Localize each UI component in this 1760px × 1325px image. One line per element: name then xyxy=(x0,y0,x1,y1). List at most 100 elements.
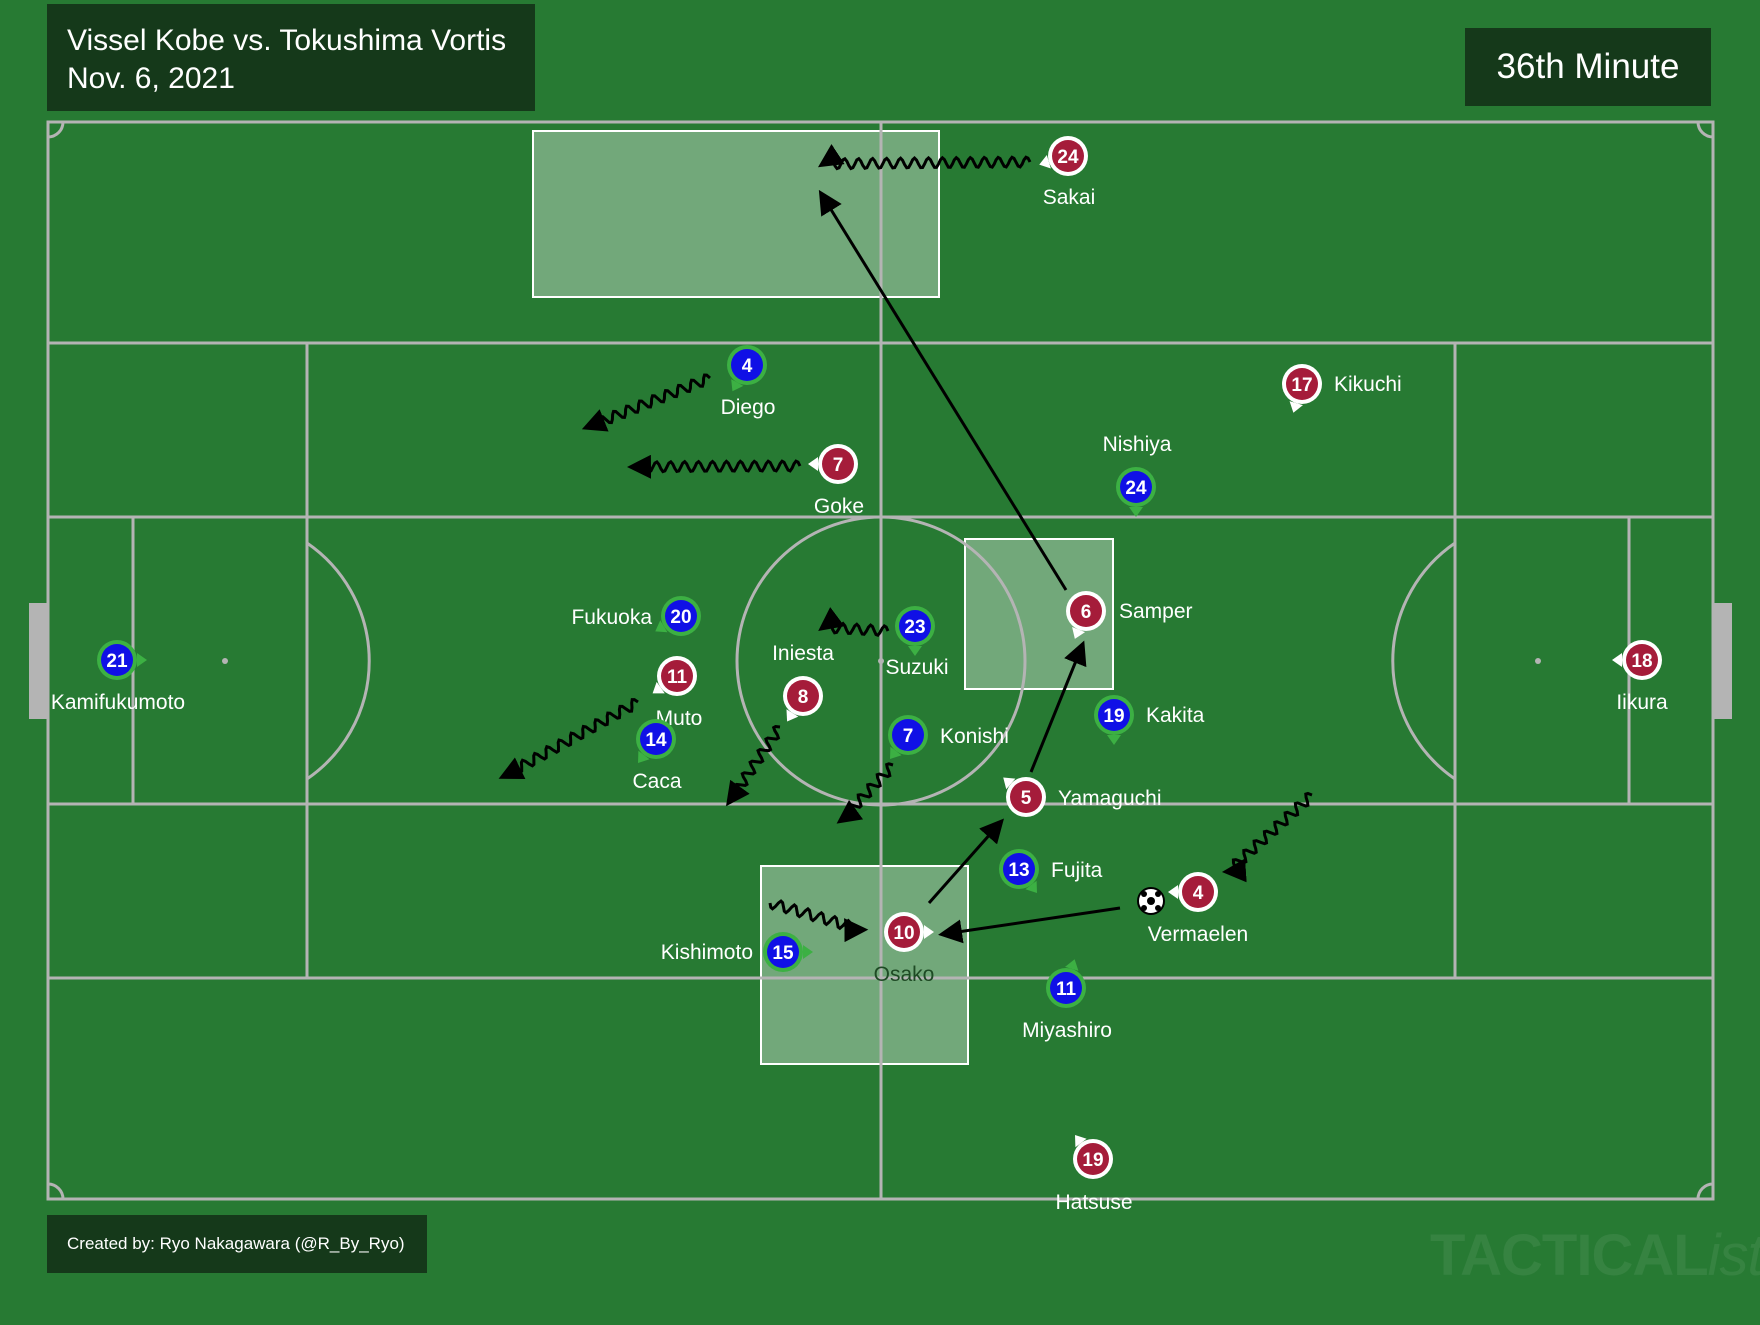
player-marker xyxy=(892,719,924,751)
player-number: 19 xyxy=(1103,706,1124,727)
facing-indicator xyxy=(655,620,668,633)
watermark-logo: TACTICALista xyxy=(1430,1222,1760,1289)
player-nishiya: 24 Nishiya xyxy=(1103,433,1172,517)
player-number: 24 xyxy=(1057,147,1079,168)
player-fujita: 13 Fujita xyxy=(999,849,1103,893)
player-marker xyxy=(1052,140,1084,172)
match-title: Vissel Kobe vs. Tokushima Vortis xyxy=(67,24,507,57)
player-goke: 7 Goke xyxy=(808,444,864,518)
player-name: Vermaelen xyxy=(1148,923,1248,946)
player-marker xyxy=(787,680,819,712)
player-suzuki: 23 Suzuki xyxy=(885,606,949,679)
facing-indicator xyxy=(1075,1135,1087,1148)
player-marker xyxy=(661,660,693,692)
player-kikuchi: 17 Kikuchi xyxy=(1282,364,1402,413)
player-number: 4 xyxy=(1193,883,1204,904)
facing-indicator xyxy=(803,945,813,959)
player-name: Iikura xyxy=(1616,691,1668,714)
player-name: Diego xyxy=(721,396,776,419)
player-marker xyxy=(1120,471,1152,503)
facing-indicator xyxy=(652,681,665,694)
ball-icon xyxy=(1137,887,1165,915)
facing-indicator xyxy=(924,925,934,939)
player-kakita: 19 Kakita xyxy=(1094,695,1205,745)
player-osako: 10 Osako xyxy=(874,912,935,986)
player-name: Kikuchi xyxy=(1334,373,1402,396)
player-number: 15 xyxy=(772,943,794,964)
player-number: 11 xyxy=(667,667,688,688)
run-suzuki xyxy=(818,607,890,637)
player-marker xyxy=(1003,853,1035,885)
facing-indicator xyxy=(808,457,818,471)
pass-arrow-yamaguchi-to-samper xyxy=(1029,640,1087,773)
facing-indicator xyxy=(1612,653,1622,667)
player-marker xyxy=(1098,699,1130,731)
zone-highlight-top xyxy=(532,130,940,298)
player-name: Yamaguchi xyxy=(1058,787,1162,810)
facing-indicator xyxy=(890,746,902,759)
player-name: Miyashiro xyxy=(1022,1019,1112,1042)
run-konishi xyxy=(836,762,894,824)
facing-indicator xyxy=(1003,777,1016,790)
player-name: Goke xyxy=(814,495,864,518)
player-number: 11 xyxy=(1056,979,1077,1000)
player-number: 21 xyxy=(106,651,128,672)
facing-indicator xyxy=(786,709,799,722)
player-marker xyxy=(101,644,133,676)
player-fukuoka: 20 Fukuoka xyxy=(571,596,701,636)
run-osako xyxy=(768,899,869,943)
player-marker xyxy=(1077,1143,1109,1175)
facing-indicator xyxy=(731,379,744,392)
minute-badge: 36th Minute xyxy=(1465,28,1711,106)
player-konishi: 7 Konishi xyxy=(888,715,1009,759)
player-kamifukumoto: 21 Kamifukumoto xyxy=(51,640,185,714)
player-number: 5 xyxy=(1021,788,1032,809)
player-marker xyxy=(822,448,854,480)
player-name: Sakai xyxy=(1043,186,1096,209)
credit-label: Created by: Ryo Nakagawara (@R_By_Ryo) xyxy=(67,1234,405,1253)
goal-right xyxy=(1713,603,1732,719)
facing-indicator xyxy=(1168,885,1178,899)
player-name: Fukuoka xyxy=(571,606,652,629)
run-vermaelen xyxy=(1221,791,1313,883)
player-number: 7 xyxy=(833,455,844,476)
player-marker xyxy=(731,349,763,381)
run-diego xyxy=(581,373,711,432)
player-number: 19 xyxy=(1082,1150,1103,1171)
player-name: Konishi xyxy=(940,725,1009,748)
player-marker xyxy=(767,936,799,968)
match-date: Nov. 6, 2021 xyxy=(67,62,235,95)
player-number: 4 xyxy=(742,356,753,377)
player-marker xyxy=(1050,972,1082,1004)
credit-box: Created by: Ryo Nakagawara (@R_By_Ryo) xyxy=(47,1215,427,1273)
player-name: Osako xyxy=(874,963,935,986)
penalty-spot-right xyxy=(1535,658,1541,664)
player-marker xyxy=(1286,368,1318,400)
run-arrows xyxy=(498,144,1313,943)
label-iniesta: Iniesta xyxy=(772,642,834,665)
player-number: 8 xyxy=(798,687,809,708)
player-number: 7 xyxy=(903,726,914,747)
player-iikura: 18 Iikura xyxy=(1612,640,1668,714)
player-vermaelen: 4 Vermaelen xyxy=(1148,872,1248,946)
penalty-spot-left xyxy=(222,658,228,664)
player-name: Suzuki xyxy=(885,656,948,679)
player-marker xyxy=(1010,781,1042,813)
player-hatsuse: 19 Hatsuse xyxy=(1055,1135,1133,1214)
facing-indicator xyxy=(1039,155,1051,169)
player-name: Nishiya xyxy=(1103,433,1172,456)
player-vissel-8: 8 xyxy=(783,676,823,722)
player-miyashiro: 11 Miyashiro xyxy=(1022,959,1112,1042)
facing-indicator xyxy=(1289,401,1303,413)
player-marker xyxy=(1070,595,1102,627)
player-samper: 6 Samper xyxy=(1066,591,1193,639)
player-name: Kakita xyxy=(1146,704,1205,727)
facing-indicator xyxy=(1025,880,1037,893)
pass-arrows xyxy=(818,189,1121,944)
player-marker xyxy=(1182,876,1214,908)
player-number: 24 xyxy=(1125,478,1147,499)
